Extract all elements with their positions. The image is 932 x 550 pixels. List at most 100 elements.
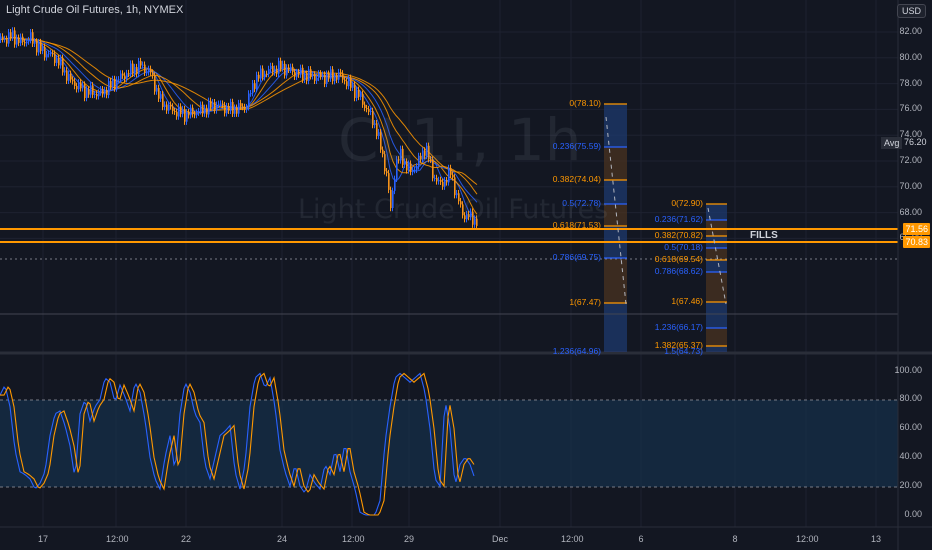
fills-annotation[interactable]: FILLS <box>750 230 778 241</box>
candle-body <box>144 64 146 73</box>
candle-body <box>166 104 168 111</box>
candle-body <box>272 65 274 73</box>
candle-body <box>470 211 472 218</box>
candle-body <box>390 189 392 209</box>
candle-body <box>176 111 178 117</box>
candle-body <box>38 42 40 53</box>
candle-body <box>384 154 386 172</box>
candle-body <box>338 72 340 80</box>
fib-level-label: 0.236(75.59) <box>552 141 601 151</box>
candle-body <box>186 112 188 122</box>
candle-body <box>52 52 54 54</box>
candle-body <box>380 132 382 150</box>
time-tick: 12:00 <box>342 534 365 544</box>
fib-trend-line <box>707 207 727 305</box>
candle-body <box>150 68 152 73</box>
time-tick: 17 <box>37 534 48 544</box>
currency-badge[interactable]: USD <box>896 4 926 18</box>
candle-body <box>448 167 450 183</box>
candle-body <box>382 149 384 155</box>
candle-body <box>32 32 34 44</box>
candle-body <box>16 37 18 45</box>
candle-body <box>454 177 456 196</box>
fib-zone <box>604 180 627 204</box>
candle-body <box>418 155 420 167</box>
candle-body <box>450 167 452 175</box>
candle-body <box>412 170 414 173</box>
candle-body <box>410 163 412 173</box>
fib-zones <box>604 104 727 352</box>
candle-body <box>122 73 124 76</box>
fib-zone <box>706 248 727 260</box>
fib-zone <box>604 104 627 147</box>
time-tick: 6 <box>638 534 644 544</box>
oscillator-band <box>0 400 898 487</box>
fib-level-label: 0.5(70.18) <box>664 242 703 252</box>
fib-lines <box>604 103 727 353</box>
candle-body <box>440 180 442 182</box>
candle-body <box>464 215 466 220</box>
candle-body <box>198 111 200 113</box>
candle-body <box>92 85 94 95</box>
candle-body <box>370 111 372 113</box>
candle-body <box>88 89 90 95</box>
candle-body <box>284 63 286 76</box>
symbol-title[interactable]: Light Crude Oil Futures, 1h, NYMEX <box>6 4 184 16</box>
candle-body <box>466 214 468 220</box>
candle-body <box>256 74 258 89</box>
candle-body <box>56 58 58 63</box>
candle-body <box>374 123 376 125</box>
candle-body <box>126 73 128 80</box>
candle-body <box>46 54 48 58</box>
candle-body <box>14 30 16 45</box>
candle-body <box>146 72 148 74</box>
candle-body <box>98 92 100 97</box>
candle-body <box>422 150 424 160</box>
candle-body <box>430 159 432 161</box>
candle-body <box>6 38 8 44</box>
candle-body <box>366 108 368 110</box>
candle-body <box>184 108 186 122</box>
fib-zone <box>706 260 727 272</box>
candle-body <box>104 89 106 95</box>
fib-level-label: 0(72.90) <box>671 198 703 208</box>
time-tick: 13 <box>870 534 881 544</box>
candle-body <box>360 93 362 97</box>
candle-body <box>456 193 458 196</box>
fib-level-label: 0.5(72.78) <box>562 198 601 208</box>
candle-body <box>452 174 454 178</box>
price-tick: 70.00 <box>899 180 922 191</box>
candle-body <box>402 148 404 165</box>
candle-body <box>190 107 192 116</box>
candle-body <box>468 214 470 218</box>
candle-body <box>322 74 324 77</box>
candle-body <box>304 73 306 80</box>
candle-body <box>2 36 4 40</box>
candle-body <box>8 32 10 44</box>
candle-body <box>376 123 378 137</box>
candle-body <box>214 102 216 111</box>
candle-body <box>100 89 102 93</box>
fib-level-label: 1.236(66.17) <box>654 322 703 332</box>
candle-body <box>408 163 410 171</box>
candle-body <box>168 104 170 111</box>
candle-body <box>294 71 296 77</box>
candle-body <box>230 101 232 111</box>
candle-body <box>386 171 388 174</box>
watermark-name: Light Crude Oil Futures <box>298 194 609 225</box>
candle-body <box>340 72 342 74</box>
candle-body <box>406 161 408 171</box>
candle-body <box>326 73 328 84</box>
candle-body <box>364 104 366 109</box>
candle-body <box>306 73 308 82</box>
price-tick: 80.00 <box>899 51 922 62</box>
osc-tick: 20.00 <box>899 480 922 491</box>
osc-tick: 100.00 <box>894 364 922 375</box>
candle-body <box>106 89 108 96</box>
fib-zone <box>604 303 627 352</box>
candle-body <box>342 73 344 80</box>
candle-body <box>252 83 254 94</box>
candle-body <box>438 180 440 182</box>
candle-body <box>84 84 86 98</box>
